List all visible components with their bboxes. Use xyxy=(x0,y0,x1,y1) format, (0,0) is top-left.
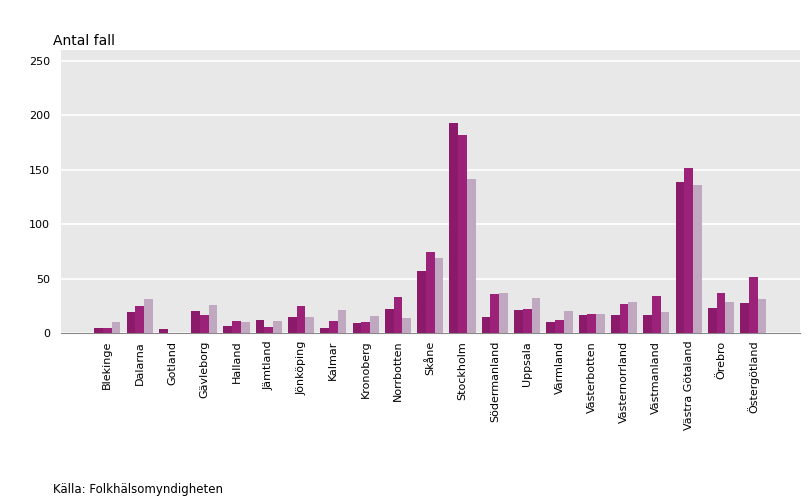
Text: Källa: Folkhälsomyndigheten: Källa: Folkhälsomyndigheten xyxy=(53,483,222,496)
Bar xyxy=(191,312,200,333)
Bar xyxy=(579,315,587,333)
Bar xyxy=(426,252,435,333)
Bar xyxy=(144,300,153,333)
Bar xyxy=(643,315,652,333)
Bar xyxy=(499,293,508,333)
Bar xyxy=(273,321,282,333)
Bar xyxy=(449,123,458,333)
Bar xyxy=(255,320,264,333)
Bar xyxy=(596,314,605,333)
Bar xyxy=(135,306,144,333)
Bar xyxy=(564,312,573,333)
Bar xyxy=(611,315,620,333)
Bar xyxy=(740,303,749,333)
Bar xyxy=(514,310,523,333)
Bar xyxy=(629,302,638,333)
Bar xyxy=(532,298,541,333)
Bar xyxy=(297,306,305,333)
Bar xyxy=(159,329,167,333)
Bar xyxy=(587,314,596,333)
Bar xyxy=(127,313,135,333)
Bar xyxy=(458,135,467,333)
Bar xyxy=(693,185,701,333)
Bar xyxy=(758,300,766,333)
Bar xyxy=(95,328,103,333)
Bar xyxy=(620,304,629,333)
Bar xyxy=(684,168,693,333)
Bar xyxy=(661,313,669,333)
Bar xyxy=(708,308,717,333)
Bar xyxy=(232,321,241,333)
Bar xyxy=(467,178,476,333)
Bar xyxy=(652,296,661,333)
Bar xyxy=(208,305,217,333)
Bar xyxy=(320,328,329,333)
Bar xyxy=(370,316,379,333)
Bar xyxy=(726,302,734,333)
Bar xyxy=(241,322,250,333)
Bar xyxy=(264,327,273,333)
Bar xyxy=(112,322,120,333)
Bar xyxy=(305,317,314,333)
Bar xyxy=(717,293,726,333)
Bar xyxy=(402,318,411,333)
Text: Antal fall: Antal fall xyxy=(53,34,115,48)
Bar xyxy=(546,322,555,333)
Bar xyxy=(223,326,232,333)
Bar xyxy=(103,328,112,333)
Bar xyxy=(393,297,402,333)
Bar xyxy=(523,309,532,333)
Bar xyxy=(435,258,444,333)
Bar xyxy=(417,271,426,333)
Bar xyxy=(361,322,370,333)
Bar xyxy=(675,182,684,333)
Bar xyxy=(338,310,347,333)
Bar xyxy=(200,315,208,333)
Bar xyxy=(385,309,393,333)
Bar xyxy=(482,317,490,333)
Bar xyxy=(555,320,564,333)
Bar xyxy=(490,294,499,333)
Bar xyxy=(352,323,361,333)
Bar xyxy=(749,277,758,333)
Bar xyxy=(288,317,297,333)
Bar xyxy=(329,321,338,333)
